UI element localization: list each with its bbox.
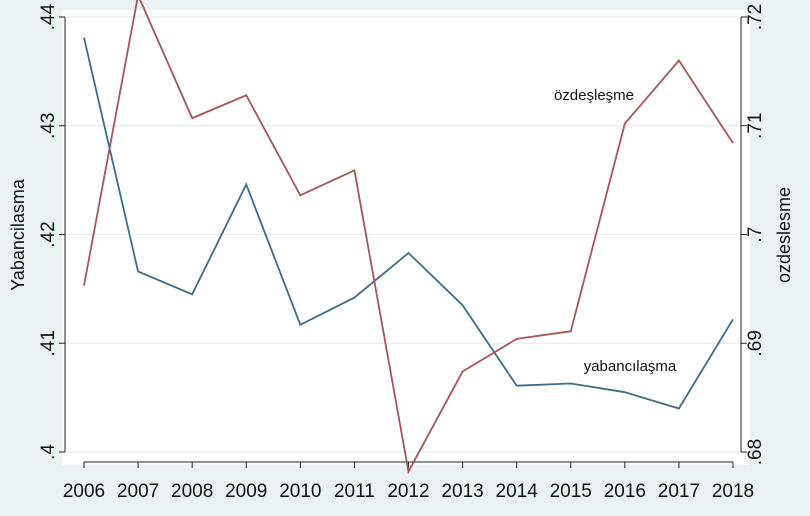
right-tick-label: .71 <box>745 113 766 139</box>
series-annotation: yabancılaşma <box>584 358 677 375</box>
series-lines <box>83 0 734 475</box>
right-tick-label: .72 <box>745 4 766 30</box>
x-tick-label: 2012 <box>387 481 429 502</box>
left-tick-label: .4 <box>38 444 59 460</box>
x-tick-label: 2009 <box>225 481 267 502</box>
left-axis-title: Yabancilasma <box>8 178 28 291</box>
left-tick-label: .43 <box>38 113 59 139</box>
left-tick-label: .44 <box>38 3 59 30</box>
x-tick-label: 2017 <box>658 481 700 502</box>
plot-area <box>62 10 750 465</box>
right-tick-label: .69 <box>745 330 766 356</box>
left-tick-label: .41 <box>38 330 59 356</box>
x-tick-label: 2008 <box>171 481 213 502</box>
x-tick-label: 2015 <box>550 481 592 502</box>
x-tick-label: 2006 <box>63 481 105 502</box>
gridlines <box>65 16 741 453</box>
x-tick-label: 2016 <box>604 481 646 502</box>
right-axis-title: ozdeslesme <box>774 187 794 283</box>
axes: .4 .41 .42 .43 .44 .68 .69 .7 .71 .72 2006 2007 2008… <box>8 3 794 502</box>
x-tick-label: 2011 <box>334 481 375 502</box>
right-tick-label: .7 <box>745 227 766 243</box>
x-tick-label: 2007 <box>117 481 159 502</box>
series-annotation: özdeşleşme <box>554 87 634 104</box>
x-tick-label: 2018 <box>712 481 754 502</box>
x-tick-label: 2014 <box>496 481 539 502</box>
left-tick-label: .42 <box>38 221 59 247</box>
annotations: özdeşleşme yabancılaşma <box>554 87 677 375</box>
right-tick-label: .68 <box>745 439 766 465</box>
x-tick-label: 2010 <box>279 481 321 502</box>
x-tick-label: 2013 <box>441 481 483 502</box>
